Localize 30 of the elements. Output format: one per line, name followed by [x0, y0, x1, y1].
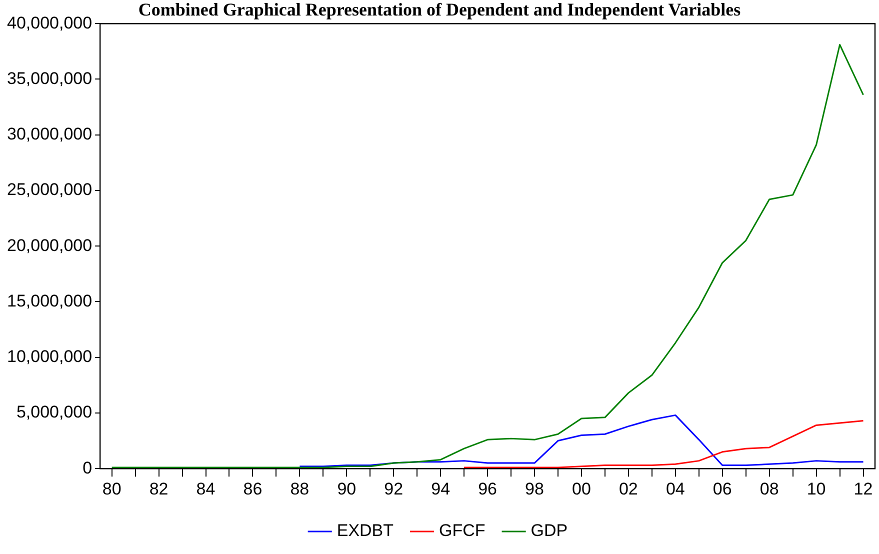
x-tick-label: 92 — [384, 479, 404, 498]
y-tick-label: 15,000,000 — [6, 291, 92, 310]
x-tick-label: 84 — [196, 479, 216, 498]
x-tick-label: 94 — [431, 479, 450, 498]
x-tick-label: 80 — [102, 479, 122, 498]
legend-label: GFCF — [439, 521, 486, 540]
chart-title: Combined Graphical Representation of Dependent and Independent Variables — [138, 0, 741, 20]
x-tick-label: 88 — [290, 479, 310, 498]
x-tick-label: 10 — [806, 479, 826, 498]
x-tick-label: 90 — [337, 479, 356, 498]
y-tick-label: 10,000,000 — [6, 347, 92, 366]
x-tick-label: 12 — [854, 479, 873, 498]
y-tick-label: 40,000,000 — [6, 13, 92, 32]
x-tick-label: 98 — [525, 479, 544, 498]
x-tick-label: 82 — [149, 479, 168, 498]
x-tick-label: 06 — [712, 479, 732, 498]
x-tick-label: 08 — [760, 479, 779, 498]
x-tick-label: 96 — [478, 479, 497, 498]
y-tick-label: 35,000,000 — [6, 68, 92, 88]
legend-label: EXDBT — [336, 521, 394, 540]
y-tick-label: 25,000,000 — [6, 180, 92, 200]
y-tick-label: 20,000,000 — [6, 236, 92, 255]
y-tick-label: 0 — [82, 458, 92, 478]
x-tick-label: 02 — [618, 479, 638, 498]
y-tick-label: 5,000,000 — [16, 402, 92, 422]
x-tick-label: 00 — [572, 479, 591, 498]
x-tick-label: 04 — [666, 479, 685, 498]
legend-label: GDP — [530, 521, 568, 540]
y-tick-label: 30,000,000 — [6, 124, 92, 144]
x-tick-label: 86 — [243, 479, 262, 498]
